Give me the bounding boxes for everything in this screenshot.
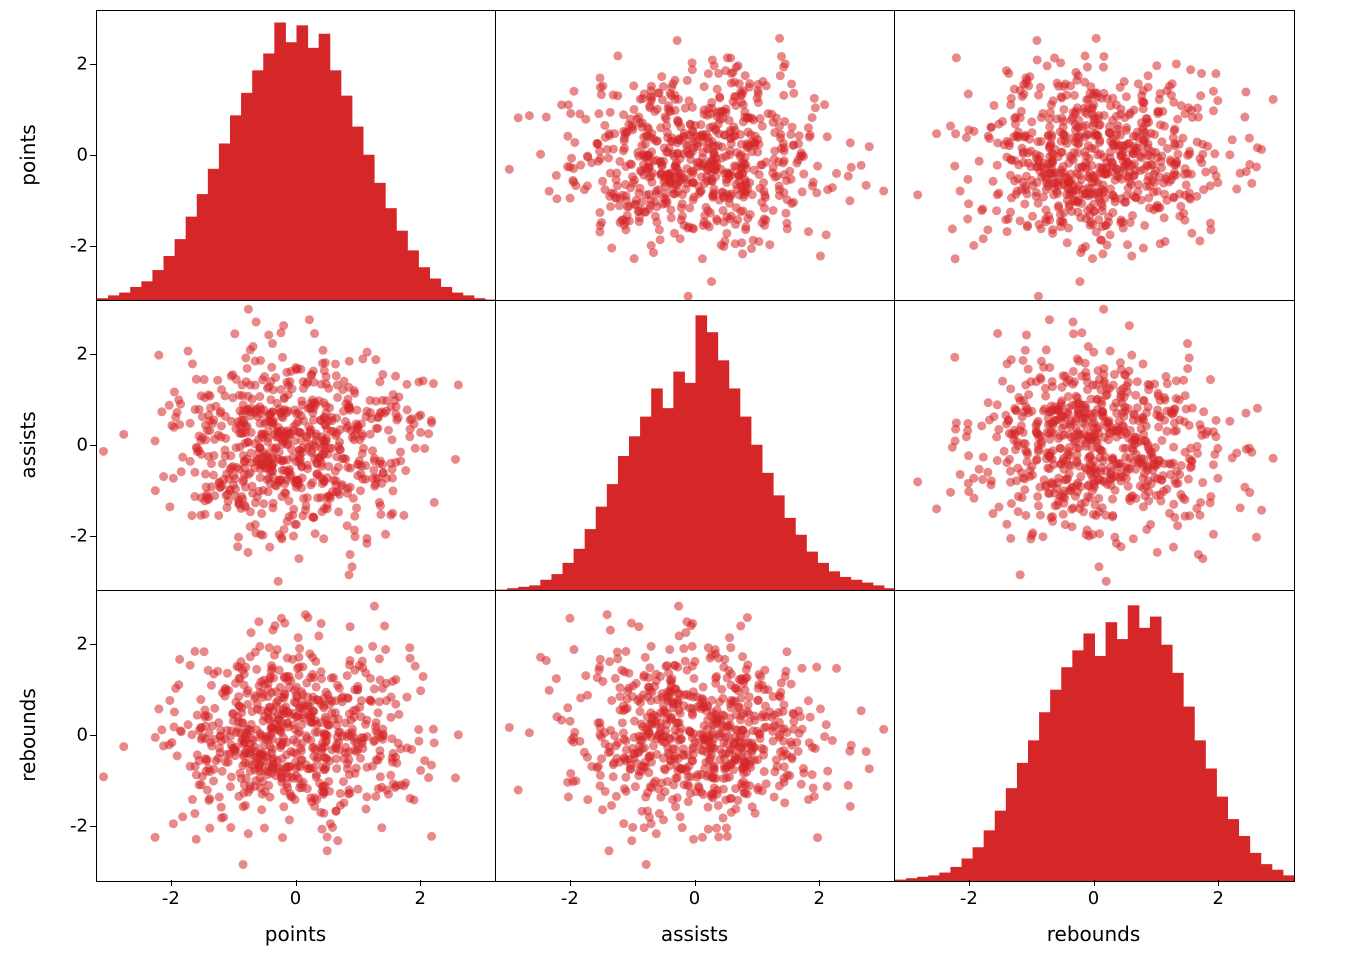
panel-r1-c0 [96,300,497,592]
panel-r2-c2 [894,590,1295,882]
panel-r2-c0 [96,590,497,882]
y-tick-mark [90,246,96,247]
y-axis-label-assists: assists [16,411,40,478]
y-tick-label: -2 [70,525,88,546]
y-tick-label: -2 [70,815,88,836]
x-tick-label: -2 [960,888,978,909]
x-tick-label: 2 [1212,888,1223,909]
x-tick-mark [171,880,172,886]
y-tick-mark [90,354,96,355]
y-tick-mark [90,826,96,827]
x-tick-mark [819,880,820,886]
y-tick-label: 2 [77,54,88,75]
y-tick-mark [90,735,96,736]
panel-r1-c2 [894,300,1295,592]
panel-r0-c1 [495,10,896,302]
x-tick-label: -2 [162,888,180,909]
x-tick-label: -2 [561,888,579,909]
y-tick-mark [90,536,96,537]
x-tick-mark [1218,880,1219,886]
x-tick-label: 0 [1088,888,1099,909]
panel-r2-c1 [495,590,896,882]
y-tick-label: 2 [77,634,88,655]
y-tick-label: -2 [70,235,88,256]
x-tick-mark [695,880,696,886]
y-tick-mark [90,644,96,645]
x-tick-mark [570,880,571,886]
y-tick-mark [90,155,96,156]
x-tick-label: 0 [689,888,700,909]
panel-r0-c0 [96,10,497,302]
panel-r1-c1 [495,300,896,592]
x-tick-label: 2 [813,888,824,909]
y-tick-mark [90,64,96,65]
y-tick-label: 0 [77,145,88,166]
x-tick-mark [296,880,297,886]
x-tick-label: 2 [414,888,425,909]
y-axis-label-rebounds: rebounds [16,688,40,782]
y-axis-label-points: points [16,124,40,185]
x-tick-label: 0 [290,888,301,909]
x-tick-mark [420,880,421,886]
x-axis-label-rebounds: rebounds [1047,922,1141,946]
x-tick-mark [969,880,970,886]
x-axis-label-assists: assists [661,922,728,946]
y-tick-mark [90,445,96,446]
scatter-matrix-figure: -2 0 2 points -2 0 2 assists -2 0 2 rebounds -2 0 2 poi… [0,0,1363,967]
y-tick-label: 0 [77,435,88,456]
y-tick-label: 2 [77,344,88,365]
panel-r0-c2 [894,10,1295,302]
x-axis-label-points: points [265,922,326,946]
x-tick-mark [1094,880,1095,886]
y-tick-label: 0 [77,725,88,746]
